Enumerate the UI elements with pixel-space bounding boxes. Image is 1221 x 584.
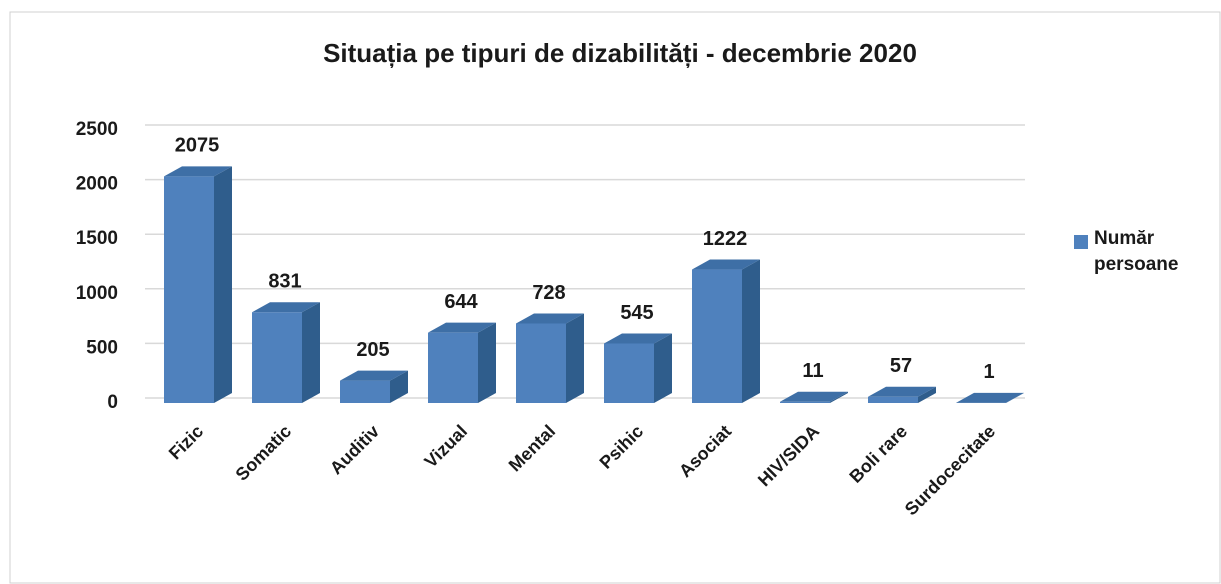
bar-side [1006, 392, 1024, 403]
bar-top [780, 391, 848, 402]
data-label: 57 [890, 355, 912, 377]
bar-side [830, 391, 848, 403]
y-tick-label: 1000 [76, 283, 118, 304]
bar [780, 401, 830, 403]
legend-label: Număr persoane [1094, 228, 1179, 275]
y-tick-label: 0 [107, 392, 118, 413]
bar [604, 343, 654, 403]
bar-side [302, 302, 320, 403]
bar-top [604, 333, 672, 344]
data-label: 728 [532, 282, 565, 304]
bar [428, 332, 478, 403]
data-label: 2075 [175, 135, 220, 157]
bar-top [164, 166, 232, 177]
y-tick-label: 2000 [76, 174, 118, 195]
bar-side [654, 333, 672, 403]
data-label: 1222 [703, 228, 748, 250]
bar-top [340, 370, 408, 381]
bar-side [214, 166, 232, 403]
bar-side [918, 386, 936, 403]
bar-side [742, 259, 760, 403]
legend: Număr persoane [1094, 228, 1179, 275]
data-label: 545 [620, 302, 653, 324]
bar-side [478, 322, 496, 403]
y-tick-label: 500 [86, 337, 118, 358]
data-label: 1 [983, 361, 994, 383]
data-label: 11 [802, 360, 823, 382]
y-tick-label: 2500 [76, 119, 118, 140]
bar-top [956, 392, 1024, 403]
data-label: 831 [268, 271, 301, 293]
bar-top [868, 386, 936, 397]
bar [868, 396, 918, 403]
data-label: 644 [444, 291, 478, 313]
bar [340, 380, 390, 403]
bar-side [390, 370, 408, 403]
bar [692, 269, 742, 403]
bar-top [692, 259, 760, 270]
bar-top [252, 302, 320, 313]
bar [516, 323, 566, 403]
bar-side [566, 313, 584, 403]
bar-top [428, 322, 496, 333]
y-tick-label: 1500 [76, 228, 118, 249]
bar [252, 312, 302, 403]
data-label: 205 [356, 339, 389, 361]
legend-swatch [1074, 235, 1088, 249]
chart-title: Situația pe tipuri de dizabilități - dec… [323, 38, 917, 68]
bar-top [516, 313, 584, 324]
bar [164, 176, 214, 403]
